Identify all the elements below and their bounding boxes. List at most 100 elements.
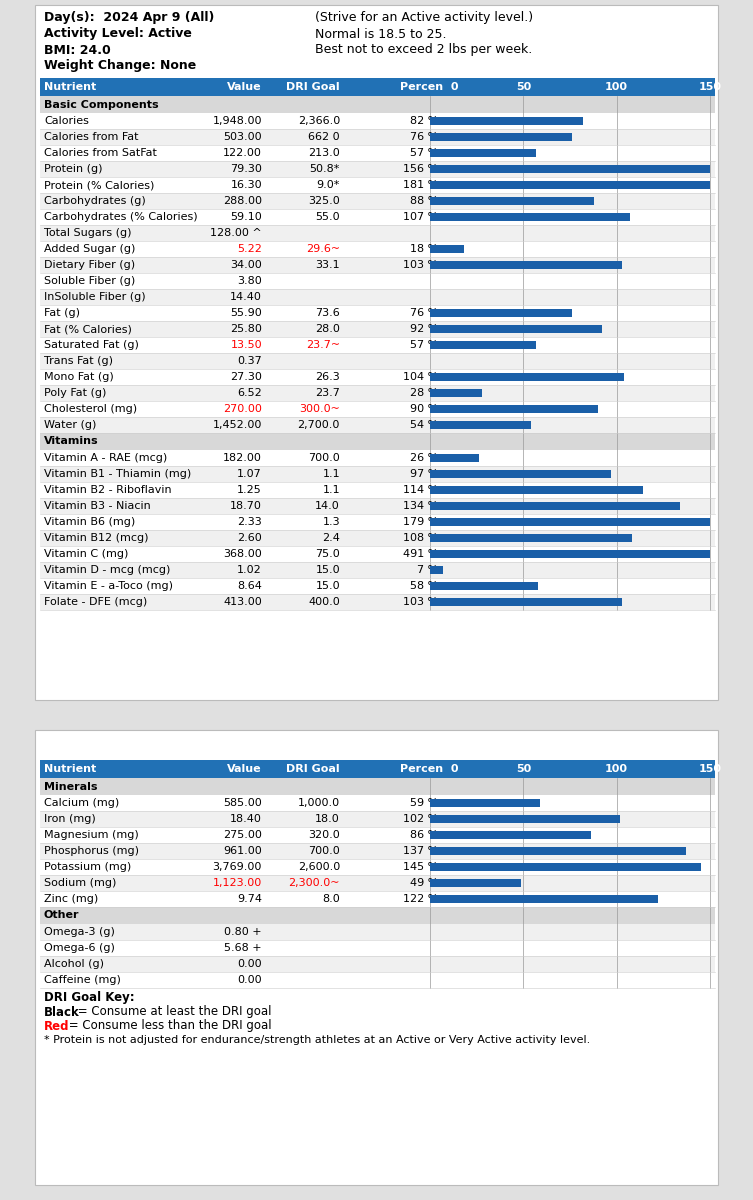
Text: Alcohol (g): Alcohol (g) bbox=[44, 959, 104, 970]
Text: 55.0: 55.0 bbox=[316, 212, 340, 222]
Text: 13.50: 13.50 bbox=[230, 340, 262, 350]
Text: 58 %: 58 % bbox=[410, 581, 438, 590]
Text: 50: 50 bbox=[516, 82, 531, 92]
Text: 1,123.00: 1,123.00 bbox=[213, 878, 262, 888]
Bar bbox=[40, 811, 715, 827]
Text: Folate - DFE (mcg): Folate - DFE (mcg) bbox=[44, 596, 148, 607]
Text: 700.0: 700.0 bbox=[308, 452, 340, 463]
Text: 108 %: 108 % bbox=[403, 533, 438, 542]
Text: 28 %: 28 % bbox=[410, 388, 438, 398]
Text: Carbohydrates (g): Carbohydrates (g) bbox=[44, 196, 146, 206]
Bar bbox=[430, 245, 464, 253]
Text: 413.00: 413.00 bbox=[223, 596, 262, 607]
Text: 59.10: 59.10 bbox=[230, 212, 262, 222]
Text: 213.0: 213.0 bbox=[308, 148, 340, 158]
Text: Iron (mg): Iron (mg) bbox=[44, 814, 96, 824]
Text: Calories from SatFat: Calories from SatFat bbox=[44, 148, 157, 158]
Text: Percen  0: Percen 0 bbox=[400, 764, 459, 774]
Bar bbox=[40, 760, 715, 778]
Text: Omega-3 (g): Omega-3 (g) bbox=[44, 926, 115, 937]
Bar bbox=[430, 149, 536, 157]
Text: 128.00 ^: 128.00 ^ bbox=[210, 228, 262, 238]
Text: 2,600.0: 2,600.0 bbox=[297, 862, 340, 872]
Bar bbox=[40, 433, 715, 450]
Text: 18 %: 18 % bbox=[410, 244, 438, 254]
Bar bbox=[35, 730, 718, 1186]
Text: Sodium (mg): Sodium (mg) bbox=[44, 878, 117, 888]
Text: 320.0: 320.0 bbox=[308, 830, 340, 840]
Bar bbox=[430, 534, 632, 542]
Text: Water (g): Water (g) bbox=[44, 420, 96, 430]
Text: Poly Fat (g): Poly Fat (g) bbox=[44, 388, 106, 398]
Text: = Consume at least the DRI goal: = Consume at least the DRI goal bbox=[74, 1006, 272, 1019]
Text: 23.7: 23.7 bbox=[315, 388, 340, 398]
Text: 25.80: 25.80 bbox=[230, 324, 262, 334]
Text: Vitamin C (mg): Vitamin C (mg) bbox=[44, 550, 128, 559]
Text: Vitamin B1 - Thiamin (mg): Vitamin B1 - Thiamin (mg) bbox=[44, 469, 191, 479]
Bar bbox=[40, 924, 715, 940]
Bar bbox=[40, 385, 715, 401]
Text: 15.0: 15.0 bbox=[316, 565, 340, 575]
Bar bbox=[430, 389, 482, 397]
Bar bbox=[35, 5, 718, 700]
Bar bbox=[430, 325, 602, 332]
Text: 49 %: 49 % bbox=[410, 878, 438, 888]
Text: 662 0: 662 0 bbox=[309, 132, 340, 142]
Text: 182.00: 182.00 bbox=[223, 452, 262, 463]
Bar bbox=[40, 890, 715, 907]
Bar bbox=[40, 907, 715, 924]
Text: Saturated Fat (g): Saturated Fat (g) bbox=[44, 340, 139, 350]
Text: 122 %: 122 % bbox=[403, 894, 438, 904]
Text: Protein (g): Protein (g) bbox=[44, 164, 102, 174]
Bar bbox=[40, 546, 715, 562]
Bar bbox=[40, 514, 715, 530]
Text: 8.64: 8.64 bbox=[237, 581, 262, 590]
Text: 107 %: 107 % bbox=[403, 212, 438, 222]
Text: Dietary Fiber (g): Dietary Fiber (g) bbox=[44, 260, 135, 270]
Text: 275.00: 275.00 bbox=[223, 830, 262, 840]
Text: Nutrient: Nutrient bbox=[44, 764, 96, 774]
Bar bbox=[40, 320, 715, 337]
Bar bbox=[430, 598, 622, 606]
Text: Normal is 18.5 to 25.: Normal is 18.5 to 25. bbox=[315, 28, 447, 41]
Text: Fat (g): Fat (g) bbox=[44, 308, 80, 318]
Bar bbox=[40, 594, 715, 610]
Text: Vitamin B3 - Niacin: Vitamin B3 - Niacin bbox=[44, 502, 151, 511]
Bar bbox=[40, 794, 715, 811]
Text: Vitamin A - RAE (mcg): Vitamin A - RAE (mcg) bbox=[44, 452, 167, 463]
Text: DRI Goal: DRI Goal bbox=[286, 82, 340, 92]
Text: Value: Value bbox=[227, 764, 262, 774]
Bar bbox=[430, 454, 479, 462]
Text: 368.00: 368.00 bbox=[223, 550, 262, 559]
Text: (Strive for an Active activity level.): (Strive for an Active activity level.) bbox=[315, 12, 533, 24]
Bar bbox=[430, 470, 611, 478]
Text: 961.00: 961.00 bbox=[223, 846, 262, 856]
Text: Protein (% Calories): Protein (% Calories) bbox=[44, 180, 154, 190]
Text: Percen  0: Percen 0 bbox=[400, 82, 459, 92]
Text: 2.60: 2.60 bbox=[237, 533, 262, 542]
Bar bbox=[40, 128, 715, 145]
Text: 16.30: 16.30 bbox=[230, 180, 262, 190]
Text: 1.02: 1.02 bbox=[237, 565, 262, 575]
Bar bbox=[430, 133, 572, 140]
Text: 54 %: 54 % bbox=[410, 420, 438, 430]
Text: 5.68 +: 5.68 + bbox=[224, 943, 262, 953]
Text: 181 %: 181 % bbox=[403, 180, 438, 190]
Bar bbox=[430, 799, 540, 806]
Bar bbox=[40, 241, 715, 257]
Text: Mono Fat (g): Mono Fat (g) bbox=[44, 372, 114, 382]
Text: Calories: Calories bbox=[44, 116, 89, 126]
Text: 100: 100 bbox=[605, 764, 628, 774]
Bar bbox=[430, 566, 443, 574]
Text: 57 %: 57 % bbox=[410, 148, 438, 158]
Text: 33.1: 33.1 bbox=[316, 260, 340, 270]
Text: 104 %: 104 % bbox=[403, 372, 438, 382]
Text: 400.0: 400.0 bbox=[308, 596, 340, 607]
Bar bbox=[40, 289, 715, 305]
Bar bbox=[40, 450, 715, 466]
Text: 1,452.00: 1,452.00 bbox=[212, 420, 262, 430]
Text: Potassium (mg): Potassium (mg) bbox=[44, 862, 131, 872]
Text: Vitamin D - mcg (mcg): Vitamin D - mcg (mcg) bbox=[44, 565, 170, 575]
Text: DRI Goal Key:: DRI Goal Key: bbox=[44, 991, 135, 1004]
Text: 585.00: 585.00 bbox=[223, 798, 262, 808]
